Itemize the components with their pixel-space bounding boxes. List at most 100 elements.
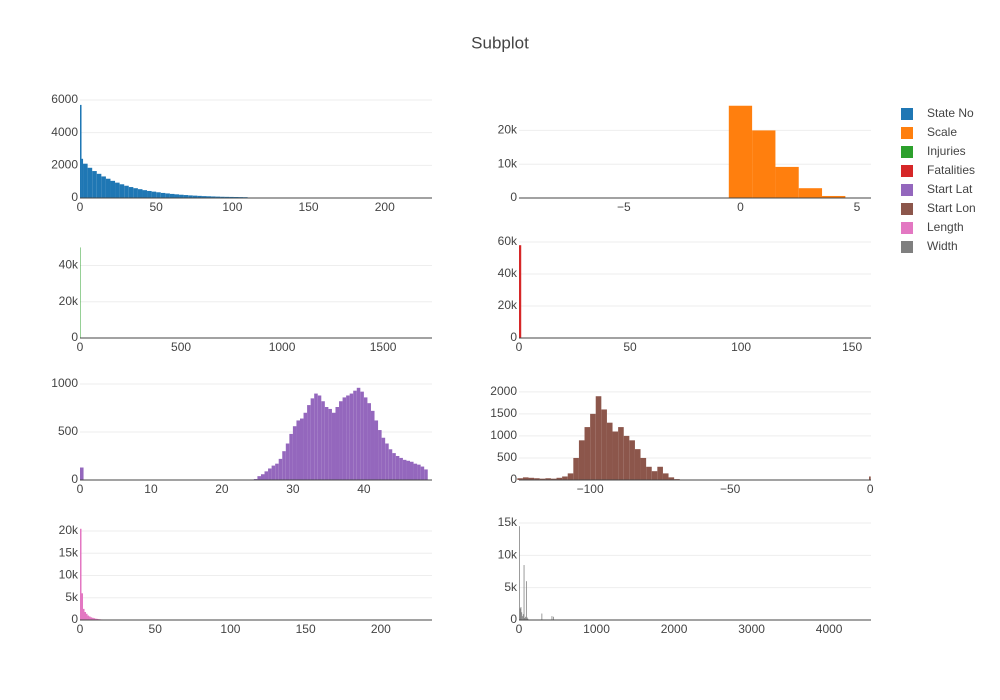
bar: [385, 443, 389, 480]
bar: [528, 477, 535, 480]
bar: [257, 476, 261, 480]
y-tick-label: 15k: [498, 515, 518, 529]
bar: [339, 401, 343, 480]
bar: [522, 616, 523, 620]
bar: [728, 105, 753, 198]
x-tick-label: 100: [222, 200, 242, 214]
bar: [342, 397, 347, 480]
bar: [556, 477, 563, 480]
bar: [83, 163, 88, 198]
bar: [410, 461, 414, 480]
bar: [300, 418, 304, 480]
y-tick-label: 500: [58, 424, 78, 438]
x-tick-label: 0: [77, 622, 84, 636]
bar: [363, 397, 368, 480]
bar: [527, 618, 529, 620]
bar: [275, 463, 279, 480]
bar: [623, 435, 630, 480]
x-tick-label: 150: [299, 200, 319, 214]
bar: [539, 478, 546, 480]
bar: [328, 408, 332, 480]
bar: [346, 395, 350, 480]
x-tick-label: −100: [577, 482, 604, 496]
x-tick-label: 3000: [738, 622, 765, 636]
bar: [282, 451, 286, 480]
bar: [137, 189, 143, 198]
bar: [646, 466, 652, 480]
bar: [640, 457, 647, 480]
y-tick-label: 5k: [65, 590, 79, 604]
bar: [517, 478, 523, 480]
bar: [573, 457, 579, 480]
bar: [101, 176, 106, 198]
bar: [89, 616, 91, 620]
bar: [268, 468, 272, 480]
bar: [151, 191, 157, 198]
y-tick-label: 0: [71, 472, 78, 486]
y-tick-label: 1000: [490, 428, 517, 442]
y-tick-label: 0: [71, 612, 78, 626]
x-tick-label: 200: [371, 622, 391, 636]
bar: [93, 618, 96, 620]
bar: [353, 390, 357, 480]
legend-label: Start Lon: [927, 201, 976, 215]
y-tick-label: 20k: [59, 294, 79, 308]
bar: [183, 195, 189, 198]
bar: [220, 196, 225, 198]
bar: [160, 192, 166, 198]
bar: [133, 188, 138, 198]
bar: [541, 613, 543, 620]
bar: [520, 607, 522, 620]
bar: [80, 104, 82, 198]
bar: [521, 612, 523, 620]
x-tick-label: 5: [854, 200, 861, 214]
bar: [567, 473, 574, 480]
bar: [424, 469, 428, 480]
legend-swatch: [901, 184, 913, 196]
legend-swatch: [901, 241, 913, 253]
bar: [519, 608, 521, 620]
bar: [90, 617, 93, 620]
legend-swatch: [901, 146, 913, 158]
bar: [413, 463, 418, 480]
legend-swatch: [901, 127, 913, 139]
x-tick-label: 0: [77, 340, 84, 354]
bar: [402, 459, 407, 480]
bar: [96, 618, 99, 620]
bar: [292, 426, 297, 480]
x-tick-label: −50: [720, 482, 741, 496]
bar: [798, 188, 823, 198]
y-tick-label: 10k: [59, 568, 79, 582]
bar: [229, 196, 234, 198]
bar: [317, 395, 322, 480]
bar: [110, 180, 116, 198]
y-tick-label: 6000: [51, 92, 78, 106]
bar: [84, 611, 87, 620]
bar: [519, 245, 522, 338]
bar: [271, 465, 276, 480]
x-tick-label: 0: [737, 200, 744, 214]
bar: [356, 387, 361, 480]
bar: [522, 477, 529, 480]
bar: [417, 464, 421, 480]
y-tick-label: 0: [510, 612, 517, 626]
bar: [651, 471, 658, 480]
bar: [128, 187, 134, 198]
bar: [142, 190, 148, 198]
legend-swatch: [901, 108, 913, 120]
bar: [523, 565, 525, 620]
bar: [80, 528, 82, 620]
bar: [96, 173, 102, 198]
y-tick-label: 0: [71, 190, 78, 204]
legend-swatch: [901, 222, 913, 234]
bar: [165, 193, 170, 198]
x-tick-label: 0: [516, 340, 523, 354]
x-tick-label: 30: [286, 482, 300, 496]
legend-label: Width: [927, 239, 958, 253]
bar: [524, 618, 526, 620]
bar: [545, 478, 551, 480]
bar: [335, 407, 340, 480]
bar: [752, 130, 776, 198]
x-tick-label: 1000: [583, 622, 610, 636]
bar: [525, 616, 526, 620]
